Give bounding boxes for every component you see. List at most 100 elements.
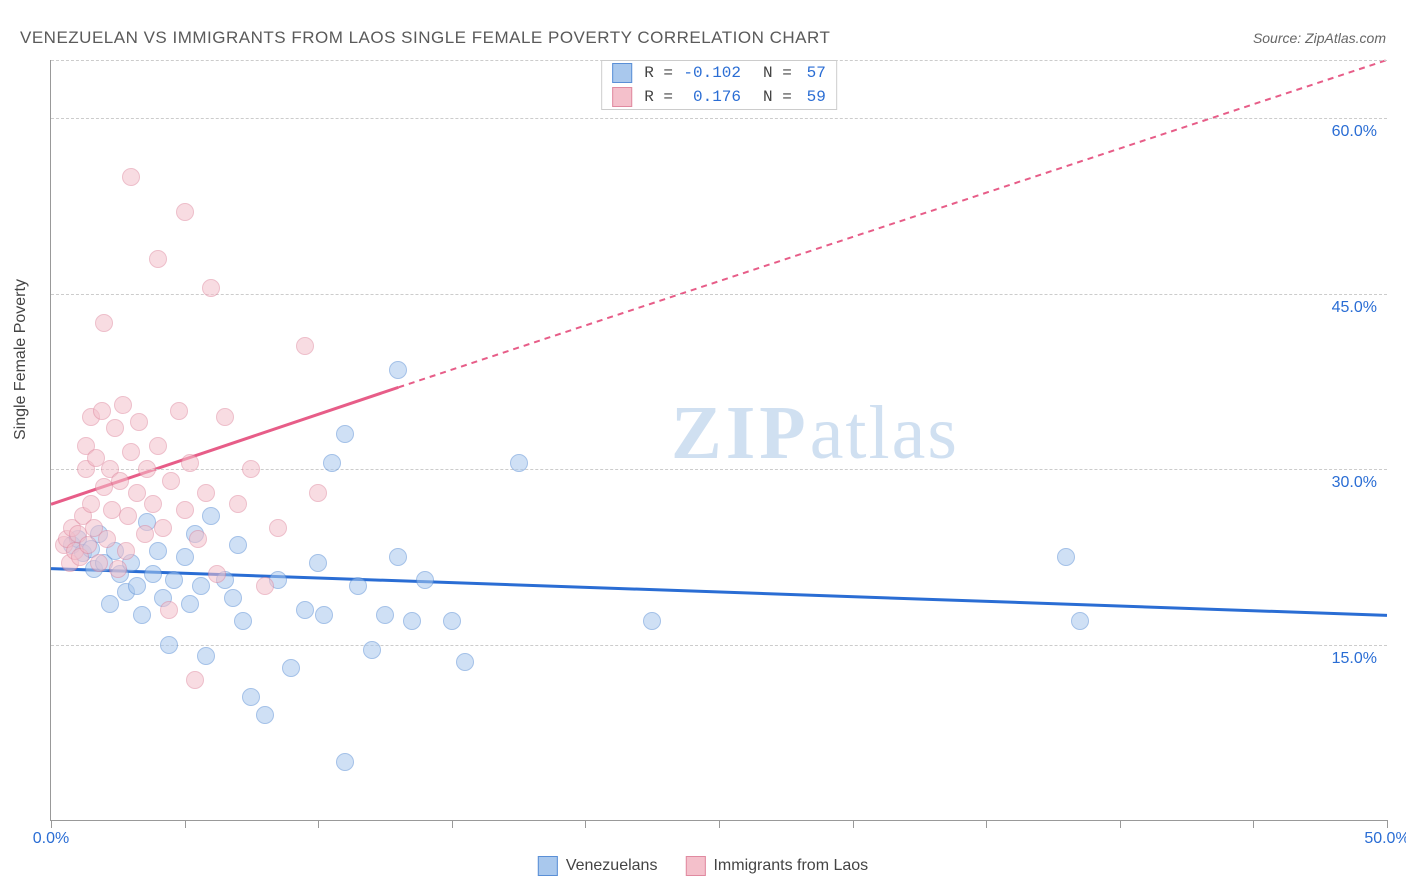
y-tick-label: 45.0%	[1332, 299, 1377, 317]
data-point-laos	[138, 460, 156, 478]
y-tick-label: 30.0%	[1332, 474, 1377, 492]
y-tick-label: 15.0%	[1332, 650, 1377, 668]
data-point-venezuelans	[403, 612, 421, 630]
swatch-venezuelans	[612, 63, 632, 83]
data-point-laos	[186, 671, 204, 689]
n-value: 59	[800, 88, 826, 106]
data-point-venezuelans	[510, 454, 528, 472]
data-point-venezuelans	[192, 577, 210, 595]
data-point-venezuelans	[349, 577, 367, 595]
data-point-laos	[197, 484, 215, 502]
legend-swatch-laos	[685, 856, 705, 876]
data-point-venezuelans	[323, 454, 341, 472]
data-point-laos	[154, 519, 172, 537]
n-label: N =	[763, 88, 792, 106]
data-point-laos	[122, 168, 140, 186]
data-point-laos	[128, 484, 146, 502]
chart-title: VENEZUELAN VS IMMIGRANTS FROM LAOS SINGL…	[20, 28, 830, 48]
x-tick	[185, 820, 186, 828]
data-point-venezuelans	[363, 641, 381, 659]
watermark: ZIPatlas	[671, 390, 959, 477]
x-tick	[1387, 820, 1388, 828]
data-point-venezuelans	[101, 595, 119, 613]
r-label: R =	[644, 88, 673, 106]
data-point-venezuelans	[416, 571, 434, 589]
legend-label: Immigrants from Laos	[713, 857, 868, 875]
y-tick-label: 60.0%	[1332, 123, 1377, 141]
data-point-venezuelans	[1071, 612, 1089, 630]
data-point-laos	[202, 279, 220, 297]
data-point-laos	[242, 460, 260, 478]
swatch-laos	[612, 87, 632, 107]
data-point-laos	[162, 472, 180, 490]
data-point-laos	[296, 337, 314, 355]
data-point-venezuelans	[149, 542, 167, 560]
data-point-laos	[130, 413, 148, 431]
n-value: 57	[800, 64, 826, 82]
x-tick	[51, 820, 52, 828]
data-point-venezuelans	[128, 577, 146, 595]
data-point-venezuelans	[389, 548, 407, 566]
gridline	[51, 60, 1387, 61]
data-point-venezuelans	[336, 425, 354, 443]
data-point-laos	[119, 507, 137, 525]
data-point-laos	[111, 472, 129, 490]
data-point-venezuelans	[197, 647, 215, 665]
data-point-laos	[79, 536, 97, 554]
regression-line	[398, 60, 1387, 387]
data-point-laos	[149, 250, 167, 268]
data-point-venezuelans	[160, 636, 178, 654]
stats-row-laos: R =0.176N =59	[602, 85, 836, 109]
legend-label: Venezuelans	[566, 857, 658, 875]
data-point-venezuelans	[456, 653, 474, 671]
data-point-venezuelans	[309, 554, 327, 572]
watermark-bold: ZIP	[671, 391, 810, 475]
data-point-laos	[216, 408, 234, 426]
data-point-venezuelans	[133, 606, 151, 624]
x-tick	[585, 820, 586, 828]
data-point-venezuelans	[282, 659, 300, 677]
x-tick	[853, 820, 854, 828]
data-point-laos	[144, 495, 162, 513]
data-point-venezuelans	[256, 706, 274, 724]
data-point-laos	[189, 530, 207, 548]
n-label: N =	[763, 64, 792, 82]
x-tick	[452, 820, 453, 828]
data-point-laos	[82, 495, 100, 513]
data-point-venezuelans	[296, 601, 314, 619]
legend-item-laos: Immigrants from Laos	[685, 856, 868, 876]
data-point-laos	[98, 530, 116, 548]
data-point-venezuelans	[376, 606, 394, 624]
data-point-venezuelans	[234, 612, 252, 630]
gridline	[51, 645, 1387, 646]
x-tick-label: 0.0%	[33, 830, 69, 848]
data-point-laos	[208, 565, 226, 583]
data-point-venezuelans	[202, 507, 220, 525]
data-point-laos	[106, 419, 124, 437]
regression-line	[51, 569, 1387, 616]
data-point-venezuelans	[181, 595, 199, 613]
data-point-laos	[309, 484, 327, 502]
data-point-laos	[93, 402, 111, 420]
data-point-laos	[114, 396, 132, 414]
data-point-laos	[256, 577, 274, 595]
data-point-laos	[90, 554, 108, 572]
data-point-laos	[122, 443, 140, 461]
x-tick	[318, 820, 319, 828]
legend: Venezuelans Immigrants from Laos	[538, 856, 868, 876]
data-point-venezuelans	[144, 565, 162, 583]
data-point-laos	[269, 519, 287, 537]
x-tick	[719, 820, 720, 828]
x-tick	[986, 820, 987, 828]
data-point-laos	[181, 454, 199, 472]
data-point-venezuelans	[165, 571, 183, 589]
x-tick	[1120, 820, 1121, 828]
data-point-venezuelans	[315, 606, 333, 624]
data-point-venezuelans	[643, 612, 661, 630]
y-axis-label: Single Female Poverty	[12, 279, 30, 440]
legend-swatch-venezuelans	[538, 856, 558, 876]
data-point-venezuelans	[389, 361, 407, 379]
data-point-laos	[176, 501, 194, 519]
r-label: R =	[644, 64, 673, 82]
gridline	[51, 118, 1387, 119]
